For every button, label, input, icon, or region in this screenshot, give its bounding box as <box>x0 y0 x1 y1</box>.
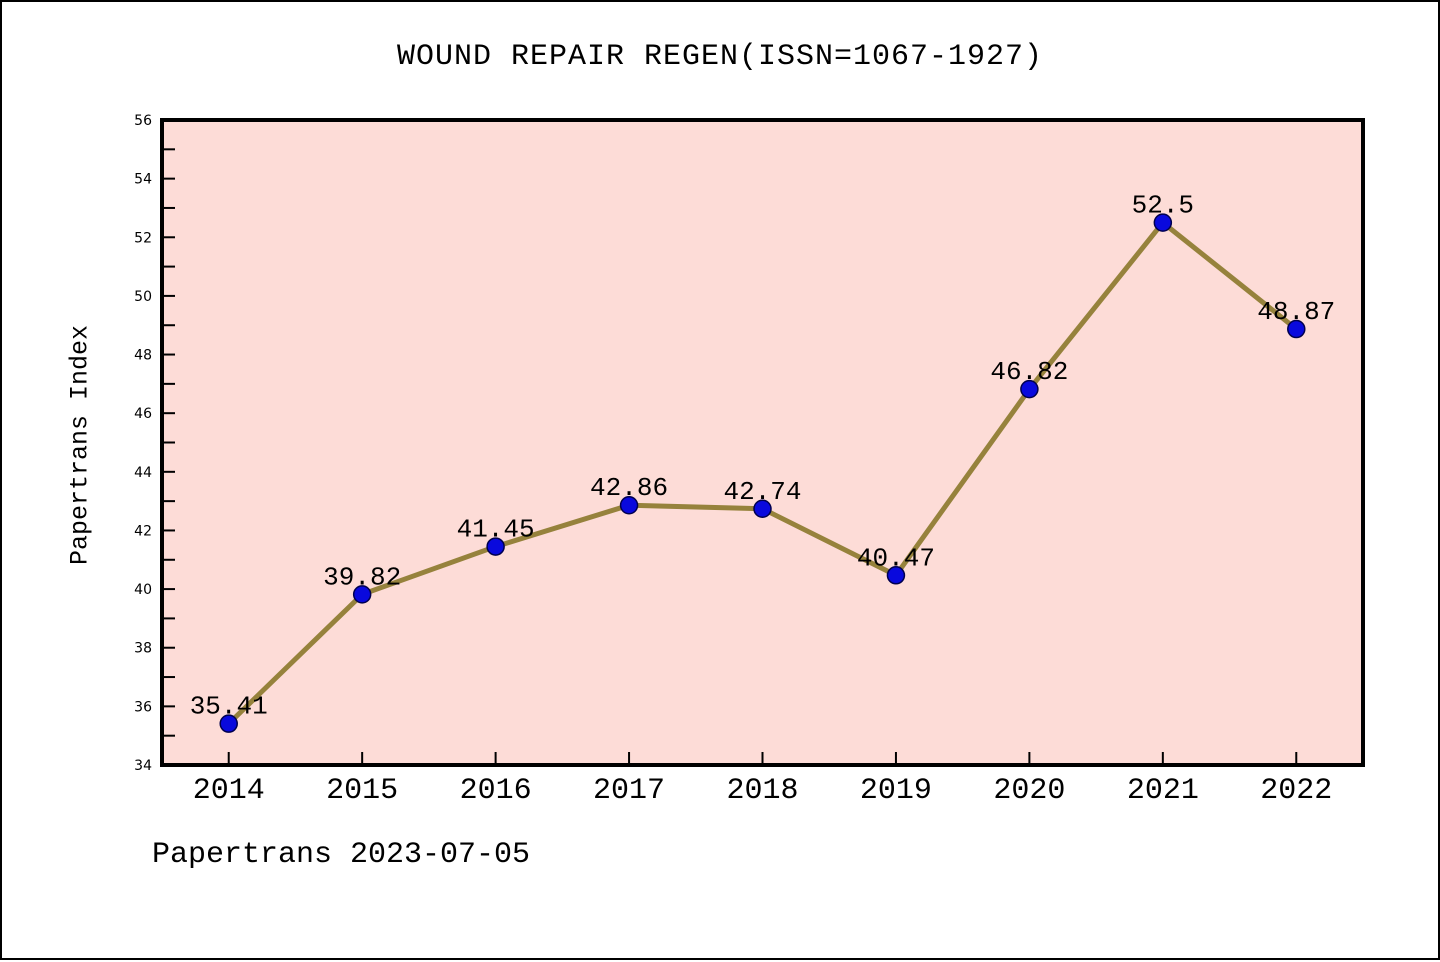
y-tick-label: 44 <box>134 465 152 481</box>
y-tick-label: 50 <box>134 289 152 305</box>
data-point-marker <box>352 585 372 604</box>
data-point-marker <box>1153 213 1173 232</box>
y-tick-label: 34 <box>134 758 152 774</box>
x-tick-label: 2019 <box>860 774 932 808</box>
data-point-marker <box>1287 319 1306 339</box>
y-tick-label: 54 <box>134 172 152 188</box>
chart-title: WOUND REPAIR REGEN(ISSN=1067-1927) <box>396 40 1044 74</box>
y-tick-label: 52 <box>134 230 152 246</box>
y-tick-label: 36 <box>134 699 152 715</box>
y-tick-label: 48 <box>134 348 152 364</box>
x-tick-label: 2017 <box>593 774 665 808</box>
data-point-marker <box>886 566 906 585</box>
watermark-text: Papertrans 2023-07-05 <box>152 838 531 872</box>
y-tick-label: 42 <box>134 523 152 539</box>
y-tick-label: 46 <box>134 406 152 422</box>
y-tick-label: 56 <box>134 113 152 129</box>
x-tick-label: 2015 <box>326 774 398 808</box>
y-tick-label: 38 <box>134 641 152 657</box>
data-point-marker <box>753 499 772 519</box>
data-point-marker <box>619 495 639 515</box>
x-tick-label: 2020 <box>993 774 1065 808</box>
x-tick-label: 2018 <box>726 774 798 808</box>
data-point-marker <box>219 714 238 733</box>
x-tick-label: 2021 <box>1127 774 1199 808</box>
data-point-marker <box>1020 379 1039 399</box>
data-point-marker <box>486 537 505 556</box>
x-tick-label: 2016 <box>460 774 532 808</box>
x-tick-label: 2022 <box>1260 774 1332 808</box>
y-tick-label: 40 <box>134 582 152 598</box>
x-tick-label: 2014 <box>193 774 265 808</box>
